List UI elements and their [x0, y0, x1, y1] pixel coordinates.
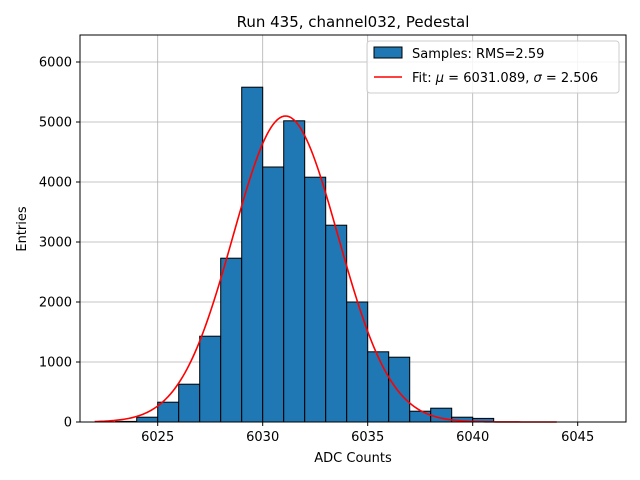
histogram-bar — [409, 410, 432, 423]
histogram-bar — [199, 335, 222, 423]
y-axis-label: Entries — [15, 206, 30, 252]
legend-fit-sigma-symbol: σ — [534, 71, 543, 86]
histogram-bar — [241, 86, 264, 423]
histogram-bar — [220, 257, 243, 423]
histogram-bar — [283, 120, 306, 423]
histogram-bar — [388, 356, 411, 423]
legend-label-samples: Samples: RMS=2.59 — [412, 47, 544, 62]
y-tick-label: 5000 — [39, 116, 72, 131]
legend-box — [366, 40, 620, 94]
y-tick-label: 6000 — [39, 56, 72, 71]
legend-fit-mu-symbol: μ — [435, 71, 444, 86]
y-tick-label: 4000 — [39, 176, 72, 191]
chart-title: Run 435, channel032, Pedestal — [237, 13, 470, 31]
x-tick-label: 6045 — [561, 430, 594, 445]
histogram-bar — [157, 401, 180, 423]
histogram-bar — [304, 176, 327, 423]
y-tick-label: 2000 — [39, 296, 72, 311]
x-tick-label: 6025 — [141, 430, 174, 445]
x-axis-label: ADC Counts — [314, 451, 392, 466]
histogram-bar — [367, 351, 390, 423]
y-tick-label: 0 — [64, 416, 72, 431]
histogram-bar — [136, 416, 159, 423]
histogram-bar — [262, 166, 285, 423]
x-tick-label: 6035 — [351, 430, 384, 445]
histogram-bar — [346, 301, 369, 423]
y-tick-label: 3000 — [39, 236, 72, 251]
legend-fit-mu-value: = 6031.089, — [444, 71, 533, 86]
legend-label-fit: Fit: μ = 6031.089, σ = 2.506 — [412, 71, 598, 86]
legend: Samples: RMS=2.59 Fit: μ = 6031.089, σ =… — [366, 40, 620, 94]
legend-fit-sigma-value: = 2.506 — [542, 71, 598, 86]
legend-swatch-samples — [373, 46, 403, 59]
x-axis-ticks: 6025 6030 6035 6040 6045 — [141, 422, 594, 445]
x-tick-label: 6040 — [456, 430, 489, 445]
histogram-bar — [178, 383, 201, 423]
y-tick-label: 1000 — [39, 356, 72, 371]
x-tick-label: 6030 — [246, 430, 279, 445]
y-axis-ticks: 0 1000 2000 3000 4000 5000 6000 — [39, 56, 80, 431]
plot-frame — [79, 34, 627, 423]
legend-fit-prefix: Fit: — [412, 71, 436, 86]
